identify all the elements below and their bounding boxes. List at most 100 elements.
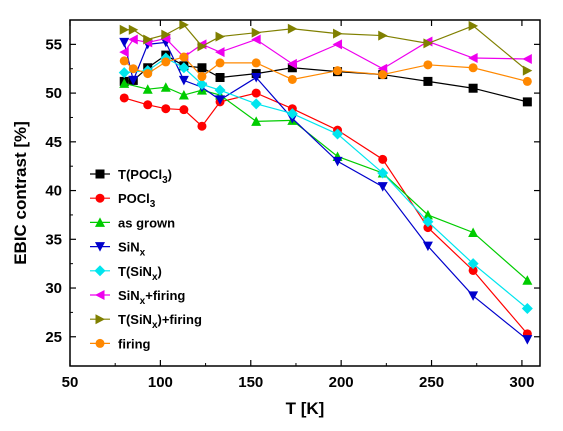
data-point xyxy=(468,20,479,31)
data-point xyxy=(251,34,261,45)
y-tick-label: 25 xyxy=(45,329,62,346)
data-point xyxy=(521,302,533,314)
legend: T(POCl3) POCl3 as grown SiNx T(SiNx) SiNx+fir… xyxy=(90,167,202,351)
legend-label: T(SiNx) xyxy=(118,264,162,283)
legend-item-4: T(SiNx) xyxy=(90,264,162,283)
legend-marker xyxy=(95,242,105,252)
data-point xyxy=(179,19,189,30)
data-point xyxy=(333,28,343,39)
series-6 xyxy=(119,19,533,76)
y-axis-label: EBIC contrast [%] xyxy=(11,121,30,265)
data-point xyxy=(287,23,298,34)
data-point xyxy=(332,156,343,167)
data-point xyxy=(332,39,343,50)
legend-marker xyxy=(95,193,105,203)
legend-item-3: SiNx xyxy=(90,240,146,259)
legend-label: SiNx+firing xyxy=(118,288,185,307)
data-point xyxy=(178,62,190,74)
data-point xyxy=(522,65,533,76)
data-point xyxy=(178,90,189,100)
x-tick-label: 300 xyxy=(509,374,534,391)
data-point xyxy=(197,121,207,131)
data-point xyxy=(215,73,225,83)
data-point xyxy=(422,216,434,228)
data-point xyxy=(119,37,130,48)
x-tick-label: 150 xyxy=(238,374,263,391)
data-point xyxy=(423,60,433,70)
legend-label: firing xyxy=(118,336,151,351)
data-point xyxy=(143,100,153,110)
data-point xyxy=(215,47,225,58)
data-point xyxy=(160,82,171,92)
data-point xyxy=(468,83,478,93)
data-point xyxy=(251,27,262,38)
data-point xyxy=(143,69,153,79)
data-point xyxy=(119,78,130,88)
data-point xyxy=(128,64,138,74)
data-point xyxy=(468,291,479,301)
data-point xyxy=(251,73,262,83)
data-point xyxy=(287,74,297,84)
data-point xyxy=(522,53,532,64)
data-point xyxy=(251,58,261,68)
legend-marker xyxy=(95,338,105,348)
data-point xyxy=(179,52,189,62)
legend-item-2: as grown xyxy=(90,215,175,230)
legend-marker xyxy=(95,169,105,179)
data-point xyxy=(378,70,388,80)
data-point xyxy=(118,67,130,79)
plot-marks xyxy=(118,19,533,345)
data-point xyxy=(197,63,207,73)
data-point xyxy=(161,29,171,40)
x-tick-label: 250 xyxy=(419,374,444,391)
data-point xyxy=(522,97,532,107)
data-point xyxy=(378,30,388,41)
data-point xyxy=(377,182,388,192)
legend-marker xyxy=(95,314,105,325)
data-point xyxy=(161,104,171,114)
legend-marker xyxy=(95,290,105,300)
data-point xyxy=(422,209,433,220)
data-point xyxy=(468,227,479,237)
data-point xyxy=(119,93,129,103)
data-point xyxy=(215,31,226,42)
data-point xyxy=(215,58,225,68)
data-point xyxy=(468,265,478,275)
data-point xyxy=(422,241,433,252)
data-point xyxy=(287,58,297,69)
data-point xyxy=(468,63,478,73)
data-point xyxy=(142,84,153,94)
y-tick-label: 40 xyxy=(45,183,62,200)
data-point xyxy=(467,258,479,270)
legend-label: T(POCl3) xyxy=(118,167,172,186)
data-point xyxy=(377,167,389,179)
legend-item-7: firing xyxy=(90,336,151,351)
data-point xyxy=(119,56,129,66)
data-point xyxy=(522,76,532,86)
data-point xyxy=(522,275,533,285)
y-tick-label: 55 xyxy=(45,36,62,53)
data-point xyxy=(214,84,226,96)
legend-label: POCl3 xyxy=(118,191,156,210)
data-point xyxy=(215,95,226,105)
legend-item-5: SiNx+firing xyxy=(90,288,185,307)
data-point xyxy=(423,38,433,49)
data-point xyxy=(250,98,262,110)
data-point xyxy=(332,128,344,140)
x-axis-label: T [K] xyxy=(286,399,325,418)
legend-label: as grown xyxy=(118,215,175,230)
x-tick-label: 50 xyxy=(62,374,79,391)
y-tick-label: 50 xyxy=(45,85,62,102)
y-tick-label: 45 xyxy=(45,134,62,151)
legend-label: SiNx xyxy=(118,240,146,259)
data-point xyxy=(161,57,171,67)
legend-marker xyxy=(94,265,106,277)
data-point xyxy=(251,88,261,98)
data-point xyxy=(119,24,130,35)
data-point xyxy=(119,47,129,58)
data-point xyxy=(197,72,207,82)
data-point xyxy=(522,335,533,345)
x-tick-label: 200 xyxy=(329,374,354,391)
